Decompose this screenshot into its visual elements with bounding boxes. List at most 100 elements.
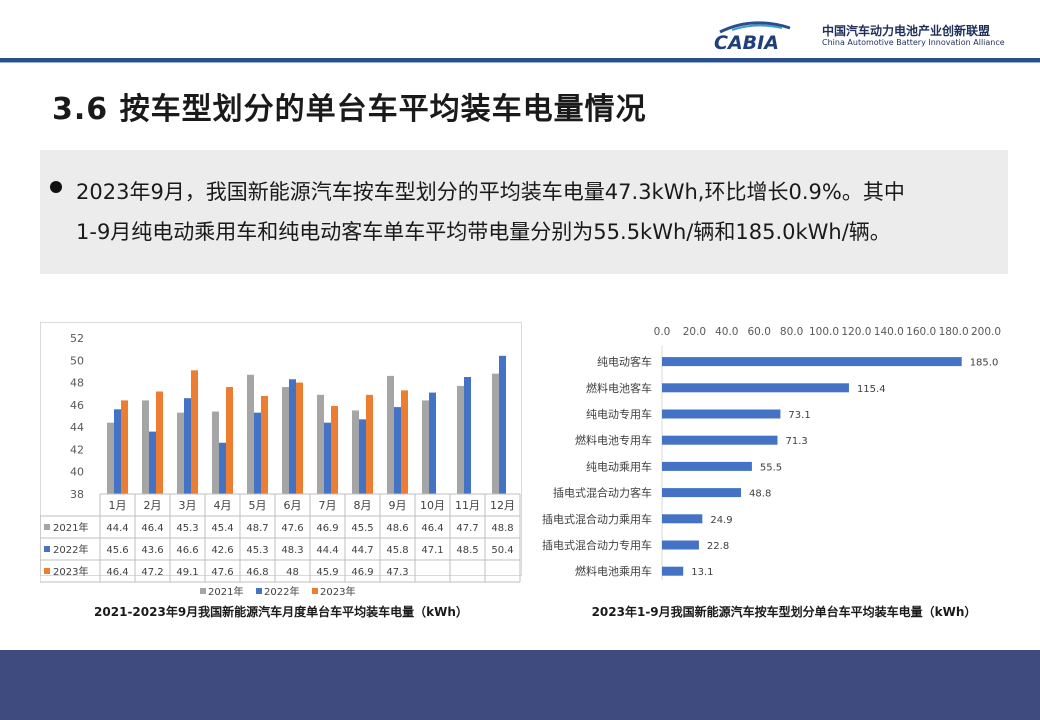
legend-label: 2023年 [320,585,355,598]
bar-2021年-10月 [422,400,429,494]
x-tick-label: 40.0 [715,326,738,338]
logo-mark-text: CABIA [714,32,779,52]
x-tick-label: 80.0 [780,326,803,338]
bar-2022年-6月 [289,379,296,494]
bar-2021年-1月 [107,422,114,494]
x-tick-label: 11月 [455,499,480,512]
data-label: 46.8 [246,567,268,578]
hbar-纯电动专用车 [662,409,781,419]
footer-band [0,650,1040,720]
bar-2021年-11月 [457,385,464,494]
logo-text-cn: 中国汽车动力电池产业创新联盟 [822,24,991,38]
data-label: 47.3 [386,567,408,578]
bar-2021年-5月 [247,374,254,494]
value-label: 185.0 [970,358,999,369]
hbar-纯电动客车 [662,357,962,367]
summary-box [40,150,1008,274]
chart1-title: 2021-2023年9月我国新能源汽车月度单台车平均装车电量（kWh） [94,604,468,619]
table-legend-key-2023年 [44,568,50,574]
table-legend-key-2022年 [44,546,50,552]
data-label: 47.7 [456,523,478,534]
bar-2023年-1月 [121,400,128,494]
logo-text-en: China Automotive Battery Innovation Alli… [822,38,1005,47]
bar-2022年-3月 [184,398,191,494]
bar-2021年-6月 [282,387,289,494]
hbar-燃料电池专用车 [662,435,778,445]
bar-2021年-8月 [352,410,359,494]
data-label: 48.5 [456,545,478,556]
category-label: 燃料电池乘用车 [575,564,652,578]
y-tick-label: 38 [70,488,84,501]
cabia-logo-icon: CABIA [714,21,791,52]
category-label: 燃料电池客车 [586,381,652,395]
x-tick-label: 12月 [490,499,515,512]
data-label: 45.3 [246,545,268,556]
data-label: 44.7 [351,545,373,556]
x-tick-label: 160.0 [906,326,936,338]
category-label: 插电式混合动力专用车 [542,538,652,552]
legend-key-2023年 [312,588,318,594]
x-tick-label: 9月 [389,499,407,512]
header-bar: CABIA 中国汽车动力电池产业创新联盟 China Automotive Ba… [0,0,1040,62]
legend-key-2021年 [200,588,206,594]
y-tick-label: 40 [70,466,84,479]
category-label: 纯电动客车 [597,355,652,369]
data-label: 46.9 [351,567,373,578]
y-tick-label: 46 [70,399,84,412]
x-tick-label: 180.0 [939,326,969,338]
data-label: 48.6 [386,523,408,534]
data-label: 46.4 [141,523,163,534]
category-label: 纯电动专用车 [586,407,652,421]
table-row-label: 2023年 [53,565,88,578]
table-row-label: 2021年 [53,521,88,534]
x-tick-label: 4月 [214,499,232,512]
data-label: 47.2 [141,567,163,578]
data-label: 47.6 [281,523,303,534]
hbar-纯电动乘用车 [662,461,752,471]
header-divider-thin [0,62,1040,63]
bar-2022年-4月 [219,442,226,494]
data-label: 45.5 [351,523,373,534]
x-tick-label: 0.0 [654,326,671,338]
x-tick-label: 10月 [420,499,445,512]
value-label: 22.8 [707,541,729,552]
data-label: 46.4 [106,567,128,578]
x-tick-label: 6月 [284,499,302,512]
y-tick-label: 52 [70,332,84,345]
bar-2021年-2月 [142,400,149,494]
bar-2021年-9月 [387,375,394,494]
bar-2022年-10月 [429,392,436,494]
value-label: 13.1 [691,567,713,578]
bar-2023年-6月 [296,382,303,494]
data-label: 46.9 [316,523,338,534]
chart2-title: 2023年1-9月我国新能源汽车按车型划分单台车平均装车电量（kWh） [592,604,977,619]
x-tick-label: 1月 [109,499,127,512]
legend-label: 2021年 [208,585,243,598]
y-tick-label: 44 [70,421,84,434]
bar-2023年-3月 [191,370,198,494]
bar-2021年-7月 [317,394,324,494]
hbar-燃料电池乘用车 [662,566,684,576]
value-label: 24.9 [710,515,732,526]
bar-2022年-7月 [324,422,331,494]
bar-2021年-4月 [212,411,219,494]
bar-2023年-4月 [226,387,233,494]
bar-2022年-8月 [359,419,366,494]
x-tick-label: 120.0 [841,326,871,338]
data-label: 46.6 [176,545,198,556]
table-legend-key-2021年 [44,524,50,530]
summary-line-1: 2023年9月，我国新能源汽车按车型划分的平均装车电量47.3kWh,环比增长0… [76,180,905,204]
x-tick-label: 60.0 [748,326,771,338]
category-label: 纯电动乘用车 [586,459,652,473]
x-tick-label: 7月 [319,499,337,512]
hbar-插电式混合动力专用车 [662,540,699,550]
data-label: 42.6 [211,545,233,556]
summary-line-2: 1-9月纯电动乘用车和纯电动客车单车平均带电量分别为55.5kWh/辆和185.… [76,220,891,244]
bar-2022年-11月 [464,377,471,494]
x-tick-label: 5月 [249,499,267,512]
x-tick-label: 140.0 [874,326,904,338]
category-label: 燃料电池专用车 [575,433,652,447]
data-label: 45.8 [386,545,408,556]
data-label: 45.3 [176,523,198,534]
table-row-label: 2022年 [53,543,88,556]
